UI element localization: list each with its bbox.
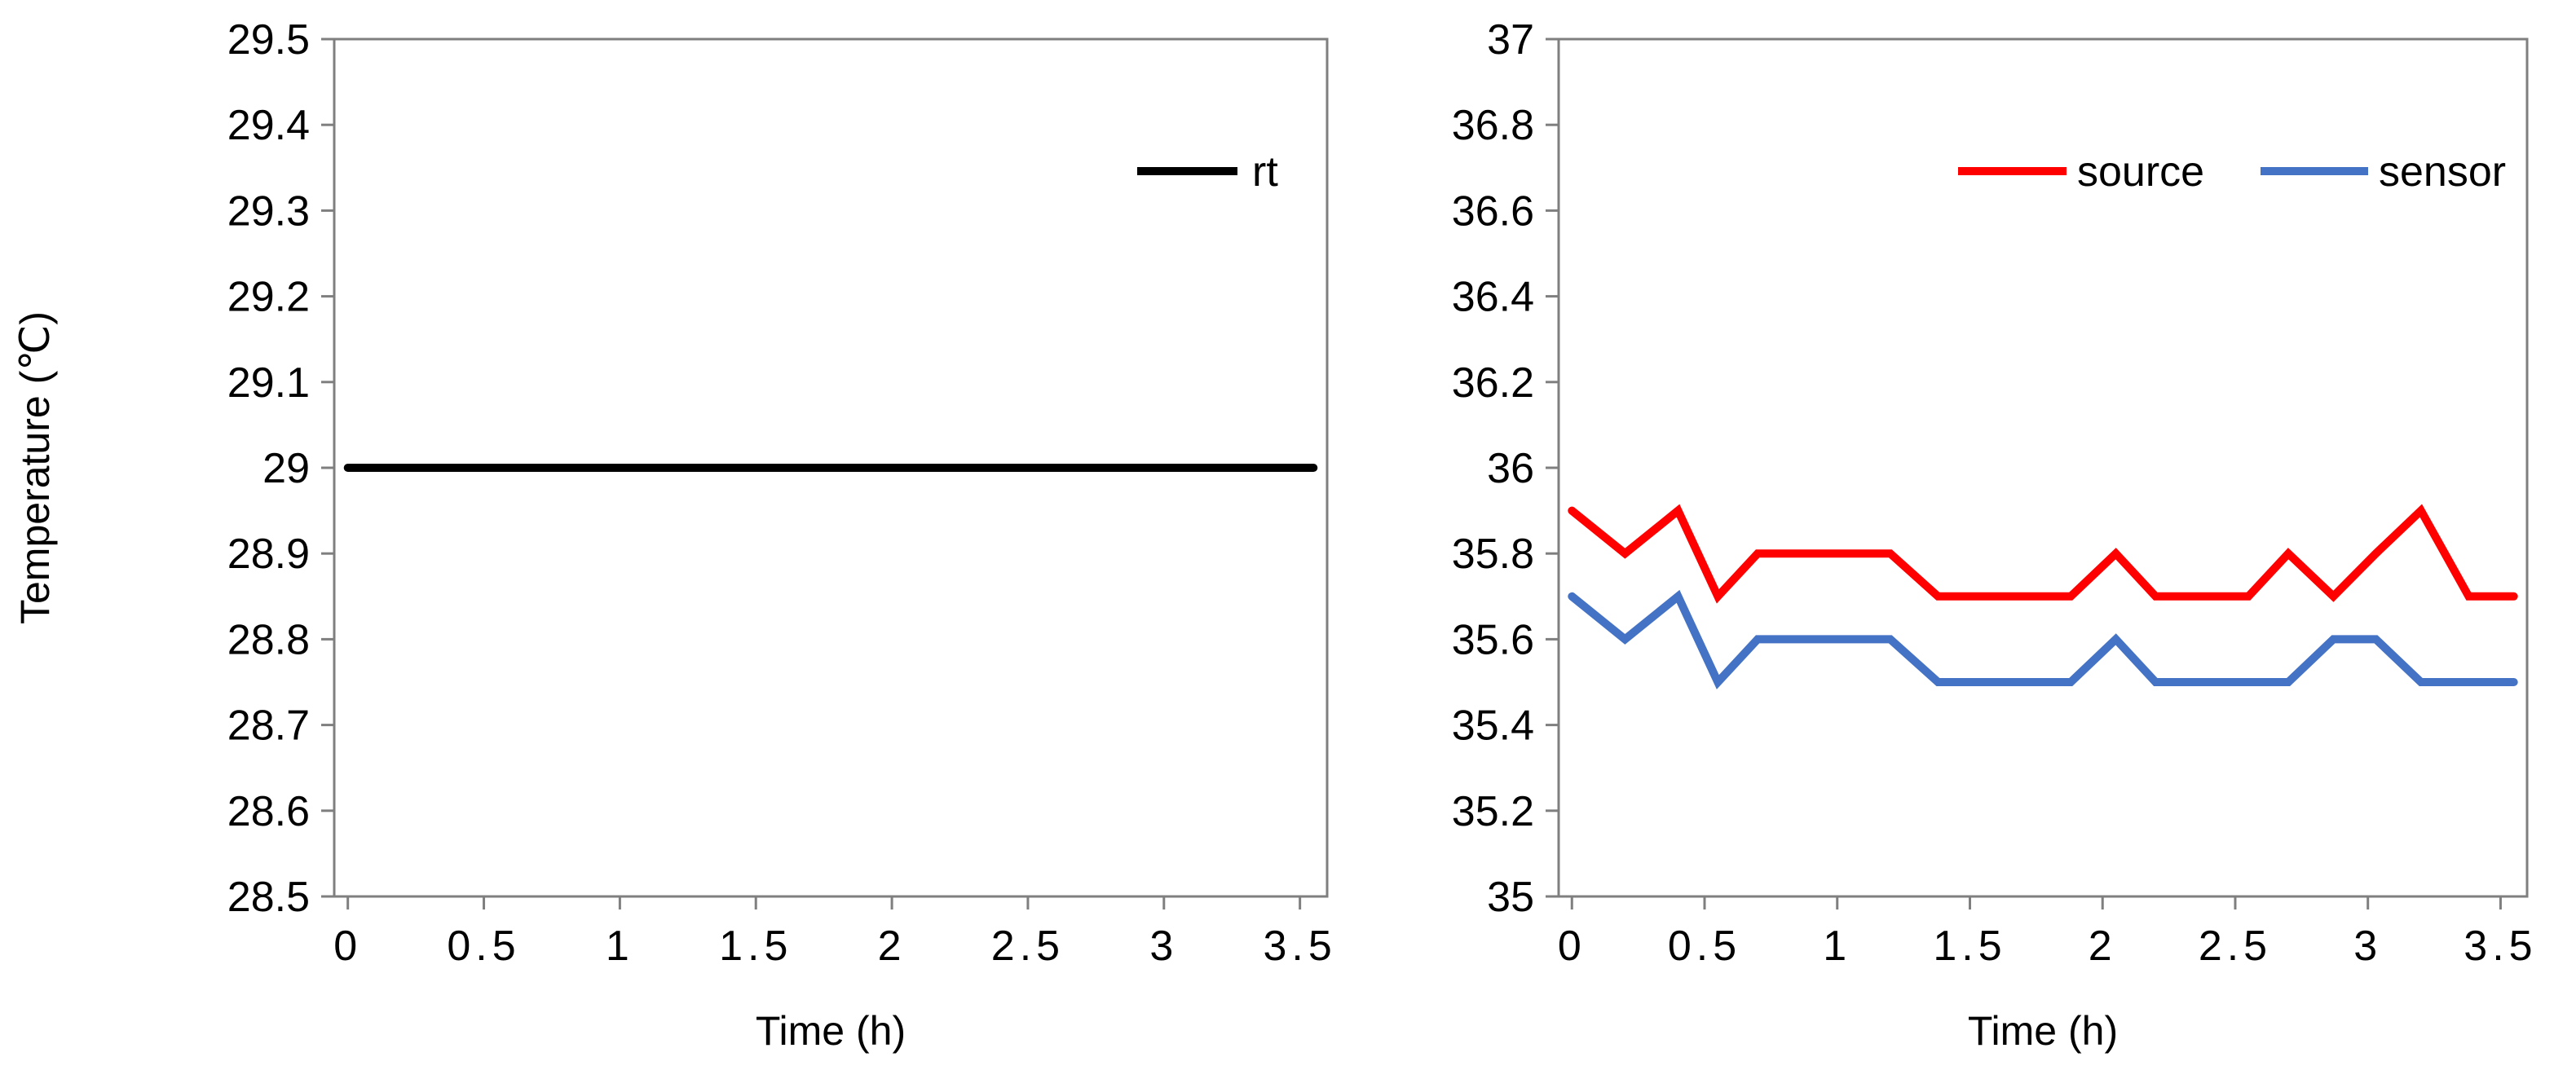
left-x-tick-label: 0 — [333, 923, 362, 970]
left-x-tick-label: 2 — [878, 923, 906, 970]
right-x-tick-label: 1 — [1823, 923, 1851, 970]
left-x-tick-label: 2.5 — [991, 923, 1065, 970]
chart-left-room-temperature: 28.5 28.6 28.7 28.8 28.9 29 29.1 29.2 29.3 29.4 29… — [12, 16, 1336, 1054]
left-y-tick-label: 29.3 — [227, 187, 310, 235]
left-x-tick-label: 3 — [1149, 923, 1178, 970]
left-y-tick-label: 29.5 — [227, 16, 310, 64]
chart-right-source-sensor: 35 35.2 35.4 35.6 35.8 36 36.2 36.4 36.6 36.8 37 0 0… — [1452, 16, 2537, 1054]
left-x-tick-label: 3.5 — [1263, 923, 1336, 970]
left-x-axis-title: Time (h) — [756, 1008, 906, 1054]
right-x-axis-title: Time (h) — [1968, 1008, 2118, 1054]
right-x-tick-label: 2 — [2089, 923, 2117, 970]
left-y-tick-label: 29.4 — [227, 102, 310, 149]
left-legend-label-rt: rt — [1252, 148, 1278, 196]
right-y-tick-label: 36.2 — [1452, 359, 1534, 407]
left-x-tick-label: 1.5 — [719, 923, 792, 970]
right-x-tick-label: 3 — [2353, 923, 2382, 970]
left-y-tick-label: 29 — [262, 445, 310, 492]
left-x-tick-label: 1 — [606, 923, 634, 970]
left-y-tick-label: 28.7 — [227, 702, 310, 750]
left-y-tick-label: 28.6 — [227, 788, 310, 835]
right-y-tick-label: 37 — [1487, 16, 1534, 64]
right-x-tick-label: 1.5 — [1933, 923, 2006, 970]
right-y-tick-label: 35.4 — [1452, 702, 1534, 750]
right-y-tick-label: 35.2 — [1452, 788, 1534, 835]
left-y-axis-title: Temperature (℃) — [12, 311, 58, 624]
right-y-tick-label: 35.8 — [1452, 531, 1534, 578]
left-y-tick-label: 28.8 — [227, 616, 310, 663]
right-x-tick-label: 0.5 — [1668, 923, 1741, 970]
right-series-line-source — [1568, 504, 2518, 604]
right-y-tick-label: 36.4 — [1452, 274, 1534, 321]
right-y-tick-label: 36.8 — [1452, 102, 1534, 149]
right-legend-label-source: source — [2077, 148, 2204, 196]
left-y-tick-label: 28.5 — [227, 874, 310, 921]
right-x-tick-label: 2.5 — [2199, 923, 2272, 970]
right-y-tick-label: 35 — [1487, 874, 1534, 921]
right-x-tick-label: 0 — [1558, 923, 1586, 970]
right-legend-label-sensor: sensor — [2379, 148, 2506, 196]
right-y-tick-label: 36 — [1487, 445, 1534, 492]
left-y-tick-label: 29.1 — [227, 359, 310, 407]
right-x-tick-label: 3.5 — [2464, 923, 2537, 970]
right-y-tick-label: 35.6 — [1452, 616, 1534, 663]
left-x-tick-label: 0.5 — [447, 923, 520, 970]
right-y-tick-label: 36.6 — [1452, 187, 1534, 235]
right-series-line-sensor — [1568, 589, 2518, 689]
left-y-tick-label: 29.2 — [227, 274, 310, 321]
left-y-tick-label: 28.9 — [227, 531, 310, 578]
